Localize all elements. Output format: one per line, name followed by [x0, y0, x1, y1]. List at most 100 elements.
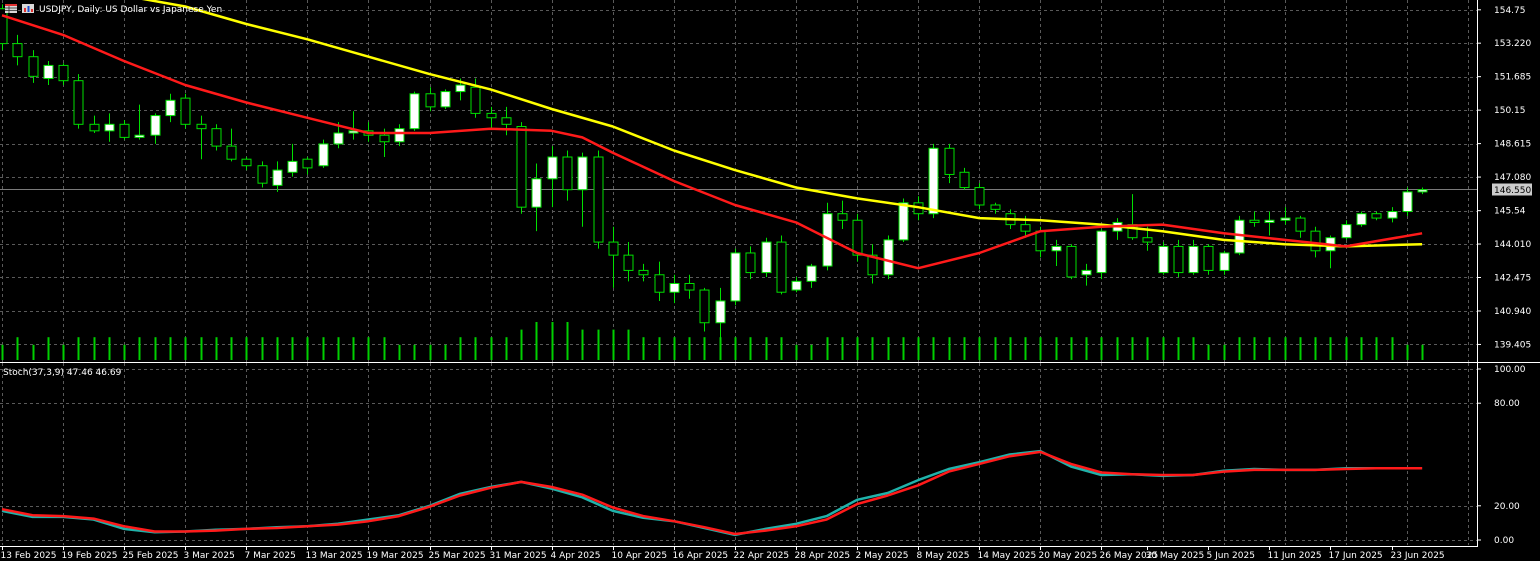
candle[interactable]	[1387, 207, 1398, 223]
candle-body[interactable]	[1219, 252, 1230, 271]
candle[interactable]	[791, 276, 802, 293]
candle-body[interactable]	[867, 254, 878, 276]
candle-body[interactable]	[1081, 269, 1092, 276]
header-icons[interactable]	[5, 4, 34, 13]
candle-body[interactable]	[928, 147, 939, 215]
candle-body[interactable]	[1280, 217, 1291, 221]
candle[interactable]	[43, 61, 54, 86]
candle-body[interactable]	[501, 117, 512, 125]
candle-body[interactable]	[638, 269, 649, 276]
candle-body[interactable]	[1371, 213, 1382, 219]
candle-body[interactable]	[684, 282, 695, 291]
candle[interactable]	[1188, 239, 1199, 275]
candle[interactable]	[104, 113, 115, 142]
candle[interactable]	[1356, 211, 1367, 227]
candle-body[interactable]	[791, 280, 802, 291]
candle[interactable]	[623, 242, 634, 282]
candle-body[interactable]	[1264, 219, 1275, 223]
candle[interactable]	[806, 263, 817, 288]
candle-body[interactable]	[180, 97, 191, 125]
candle[interactable]	[1264, 211, 1275, 236]
candle-body[interactable]	[1096, 230, 1107, 274]
candle[interactable]	[1417, 187, 1428, 195]
candle[interactable]	[0, 4, 8, 51]
candle-body[interactable]	[577, 156, 588, 191]
candle[interactable]	[196, 115, 207, 160]
candle-body[interactable]	[58, 64, 69, 82]
candle[interactable]	[1280, 207, 1291, 225]
candle-body[interactable]	[150, 115, 161, 136]
candle-body[interactable]	[1158, 245, 1169, 274]
chart-icon[interactable]	[22, 4, 34, 13]
candle-body[interactable]	[806, 265, 817, 282]
candle[interactable]	[12, 34, 23, 66]
candle-body[interactable]	[959, 171, 970, 189]
candle[interactable]	[257, 161, 268, 188]
candle[interactable]	[638, 263, 649, 282]
candle[interactable]	[715, 287, 726, 341]
candle[interactable]	[211, 124, 222, 151]
candle-body[interactable]	[470, 86, 481, 114]
candle[interactable]	[241, 157, 252, 171]
candle-body[interactable]	[699, 289, 710, 324]
candle[interactable]	[562, 150, 573, 201]
candle[interactable]	[486, 106, 497, 129]
candle-body[interactable]	[654, 274, 665, 293]
candle-body[interactable]	[89, 123, 100, 132]
candle-body[interactable]	[593, 156, 604, 243]
candle-body[interactable]	[761, 241, 772, 274]
candle[interactable]	[974, 183, 985, 210]
candle[interactable]	[119, 119, 130, 140]
candle-body[interactable]	[669, 282, 680, 293]
candle[interactable]	[745, 246, 756, 280]
candle-body[interactable]	[394, 128, 405, 143]
candle[interactable]	[867, 244, 878, 284]
table-icon[interactable]	[5, 4, 17, 13]
candle-body[interactable]	[333, 132, 344, 145]
candle-body[interactable]	[1142, 237, 1153, 243]
candle-body[interactable]	[516, 125, 527, 208]
candle-body[interactable]	[1341, 224, 1352, 239]
candle-body[interactable]	[531, 178, 542, 208]
candle-body[interactable]	[730, 252, 741, 302]
candle-body[interactable]	[715, 300, 726, 324]
candle-body[interactable]	[1035, 230, 1046, 252]
candle[interactable]	[425, 87, 436, 112]
candle[interactable]	[837, 200, 848, 229]
candle-body[interactable]	[944, 147, 955, 175]
candle-body[interactable]	[43, 64, 54, 80]
candle[interactable]	[73, 74, 84, 129]
candle[interactable]	[165, 93, 176, 123]
candle[interactable]	[1203, 244, 1214, 275]
candle[interactable]	[58, 63, 69, 86]
candle-body[interactable]	[73, 80, 84, 125]
candle-body[interactable]	[776, 241, 787, 293]
candle[interactable]	[516, 122, 527, 214]
candle-body[interactable]	[241, 158, 252, 167]
candle[interactable]	[1051, 239, 1062, 267]
candle[interactable]	[180, 93, 191, 129]
candle-body[interactable]	[623, 254, 634, 271]
candle[interactable]	[883, 235, 894, 280]
candle-body[interactable]	[348, 130, 359, 134]
candle-body[interactable]	[852, 219, 863, 256]
candle[interactable]	[531, 163, 542, 232]
candle-body[interactable]	[1203, 245, 1214, 271]
candle[interactable]	[318, 139, 329, 168]
candle-body[interactable]	[1295, 217, 1306, 232]
candle-body[interactable]	[1066, 245, 1077, 278]
candle[interactable]	[348, 111, 359, 140]
candle-body[interactable]	[440, 91, 451, 108]
candle[interactable]	[608, 226, 619, 288]
candle-body[interactable]	[562, 156, 573, 191]
candle[interactable]	[730, 248, 741, 306]
candle-body[interactable]	[898, 202, 909, 241]
candle[interactable]	[409, 91, 420, 131]
candle-body[interactable]	[1310, 230, 1321, 252]
candle-body[interactable]	[455, 84, 466, 93]
candle[interactable]	[959, 167, 970, 190]
candle[interactable]	[684, 274, 695, 299]
candle[interactable]	[990, 202, 1001, 214]
candle-body[interactable]	[28, 56, 39, 77]
candle-body[interactable]	[486, 112, 497, 119]
